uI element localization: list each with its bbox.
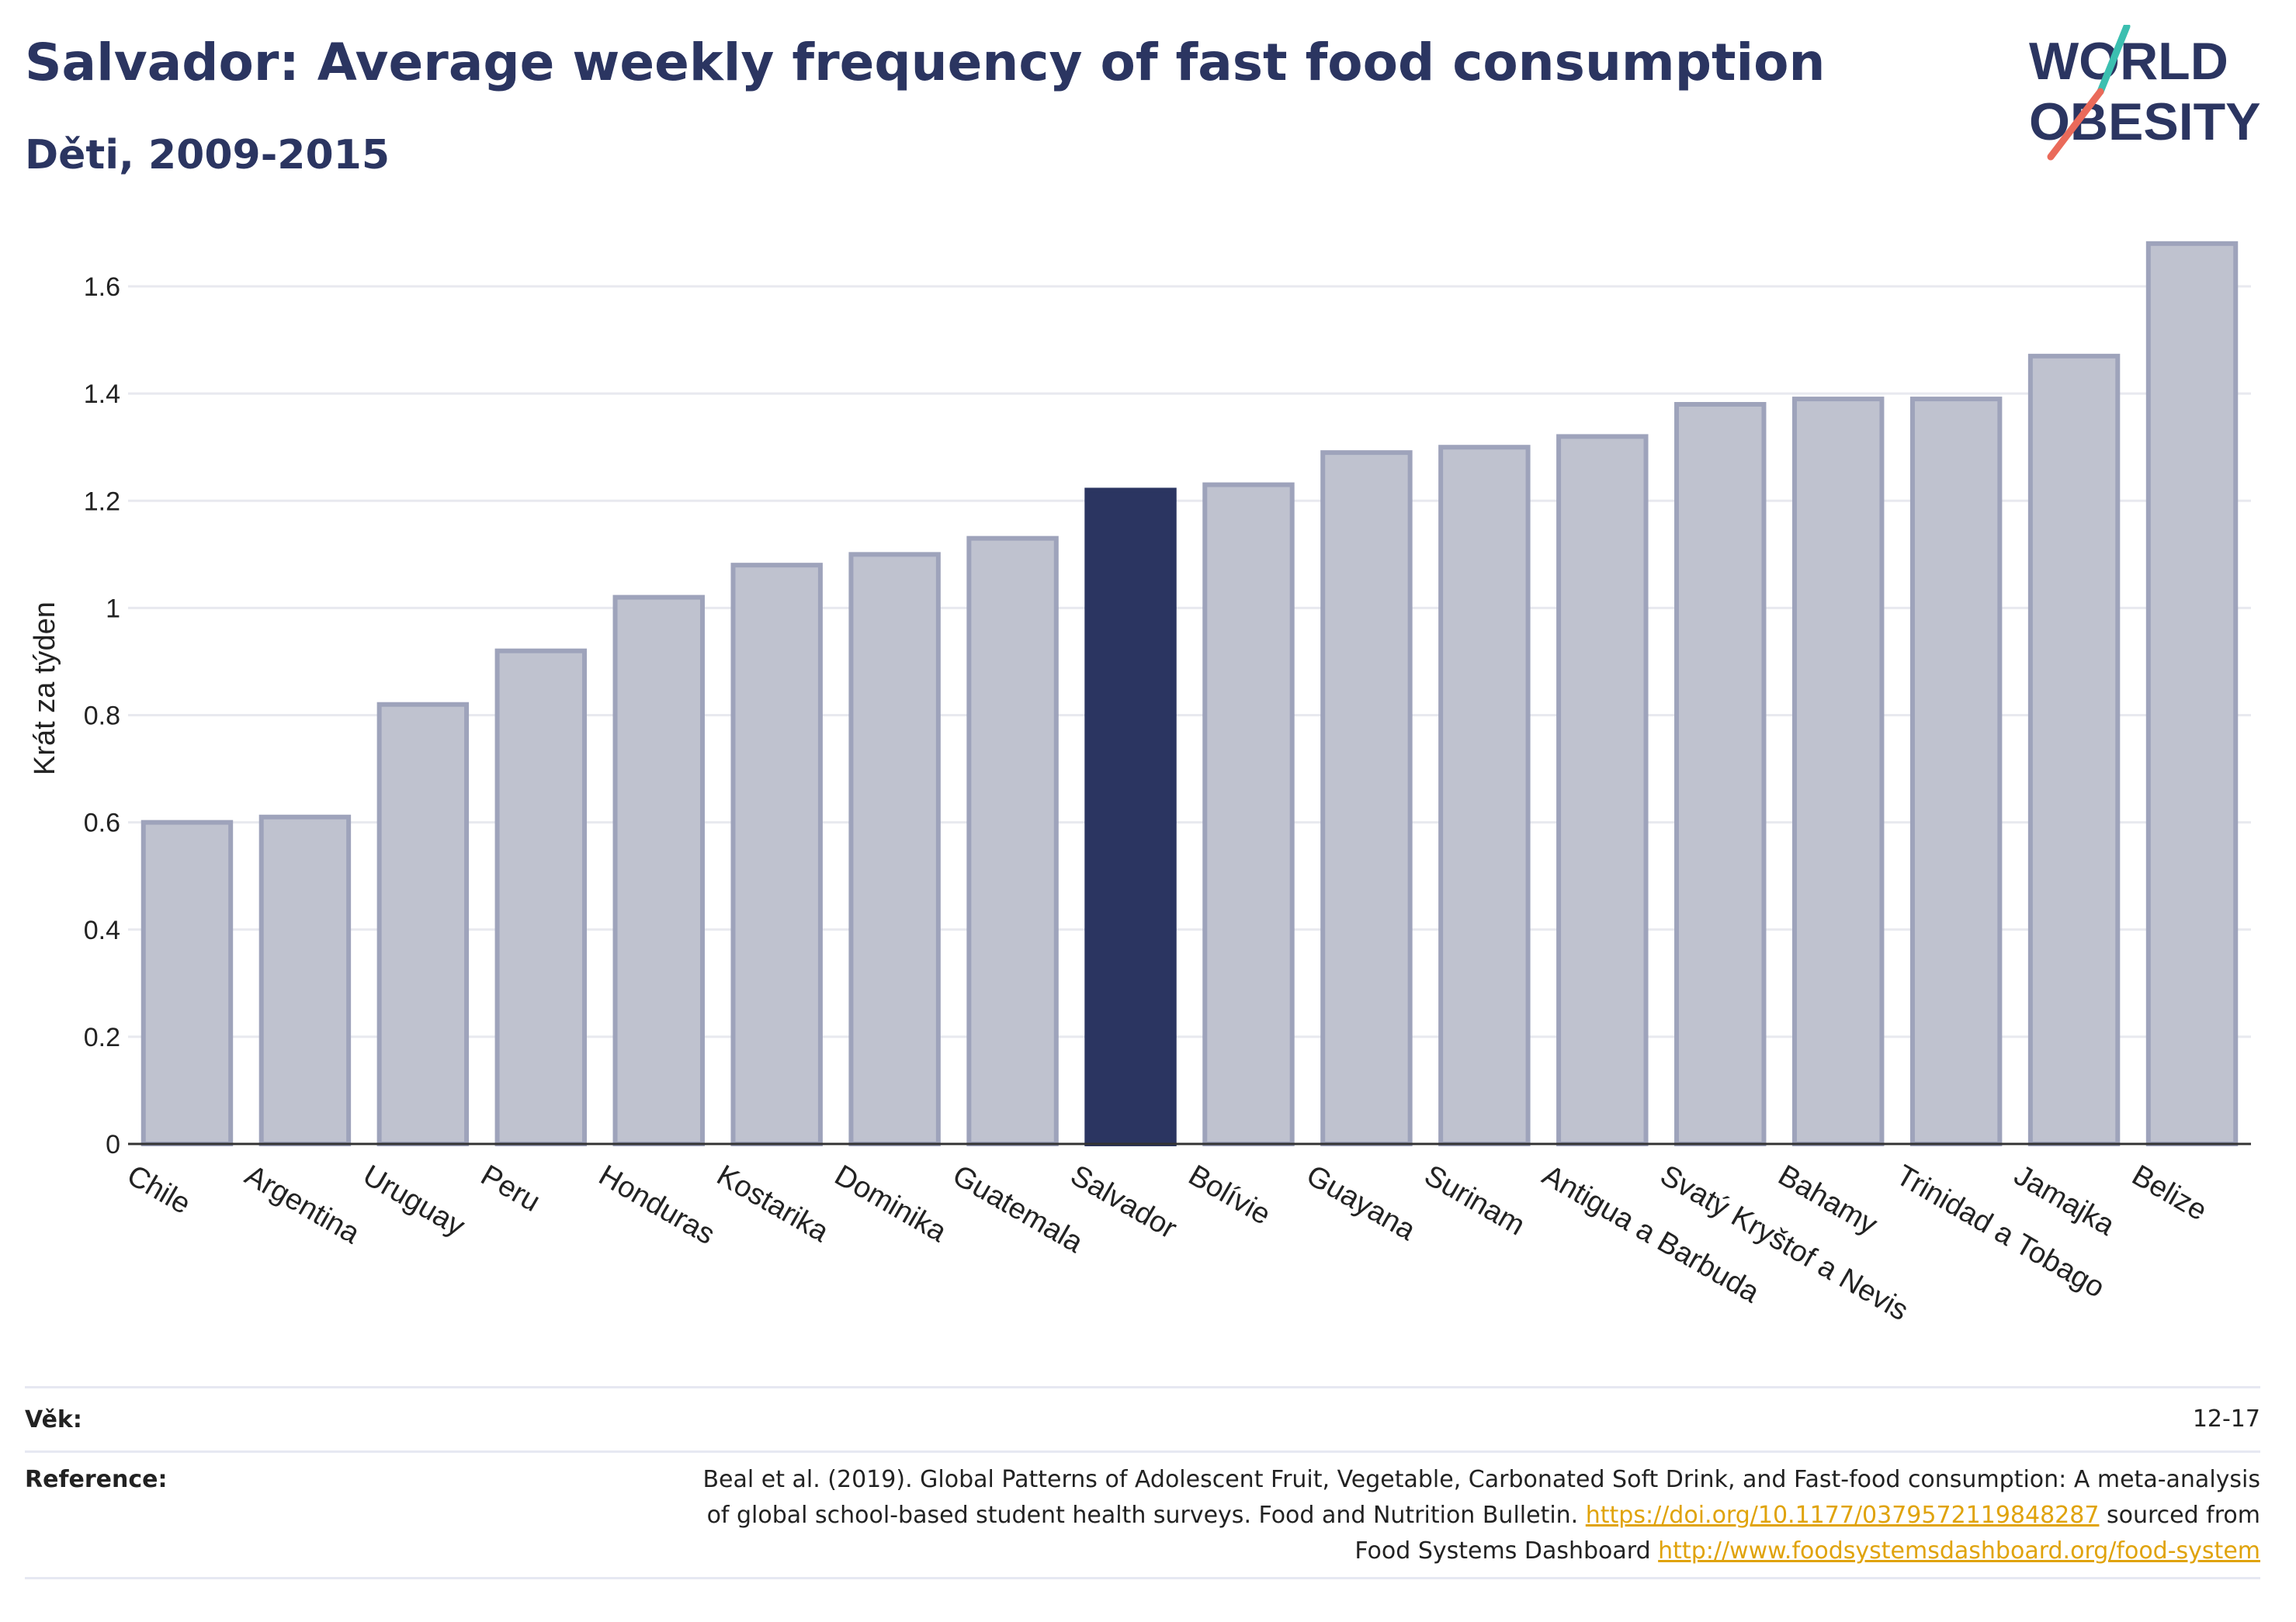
footer-table: Věk: 12-17 Reference: Beal et al. (2019)… xyxy=(25,1386,2260,1579)
reference-line-2: of global school-based student health su… xyxy=(702,1498,2260,1534)
bar xyxy=(2027,353,2121,1147)
age-row: Věk: 12-17 xyxy=(25,1386,2260,1450)
x-tick-label: Argentina xyxy=(239,1159,366,1250)
world-obesity-logo: WORLD OBESITY xyxy=(2029,25,2261,161)
bar xyxy=(494,648,588,1146)
y-tick-label: 0.6 xyxy=(84,809,120,838)
x-tick-label: Trinidad a Tobago xyxy=(1891,1159,2110,1304)
bar xyxy=(2145,241,2239,1146)
x-tick-label: Antigua a Barbuda xyxy=(1537,1159,1765,1309)
y-tick-label: 0.4 xyxy=(84,916,120,945)
bar xyxy=(848,552,941,1146)
bar-chart: 0 0.2 0.4 0.6 0.8 1 1.2 1.4 1.6 Chile ArgentinaUr… xyxy=(29,241,2251,1327)
logo-slash-coral xyxy=(2047,88,2104,161)
dashboard-link[interactable]: http://www.foodsystemsdashboard.org/food… xyxy=(1658,1537,2260,1565)
x-tick-label: Dominika xyxy=(829,1159,952,1249)
bars xyxy=(140,241,2239,1147)
x-tick-label: Honduras xyxy=(593,1159,720,1251)
reference-label: Reference: xyxy=(25,1466,168,1493)
bar xyxy=(1438,445,1531,1146)
x-tick-label: Peru xyxy=(475,1159,546,1218)
reference-text: Beal et al. (2019). Global Patterns of A… xyxy=(702,1462,2260,1569)
x-tick-label: Guayana xyxy=(1301,1159,1421,1247)
bar xyxy=(140,820,234,1147)
y-tick-labels: 0 0.2 0.4 0.6 0.8 1 1.2 1.4 1.6 xyxy=(84,272,120,1159)
y-tick-label: 0.8 xyxy=(84,702,120,731)
bar xyxy=(612,594,705,1146)
y-tick-label: 0 xyxy=(106,1130,120,1159)
x-tick-label: Chile xyxy=(121,1159,196,1221)
logo-line1: WORLD xyxy=(2029,32,2228,91)
age-value: 12-17 xyxy=(2192,1405,2260,1433)
bar xyxy=(1674,401,1767,1146)
chart-subtitle: Děti, 2009-2015 xyxy=(25,132,390,178)
y-tick-label: 1.6 xyxy=(84,272,120,302)
x-tick-label: Belize xyxy=(2127,1159,2213,1227)
grid-lines xyxy=(128,285,2251,1038)
reference-row: Reference: Beal et al. (2019). Global Pa… xyxy=(25,1450,2260,1579)
bar xyxy=(376,702,470,1146)
bar xyxy=(1202,482,1295,1146)
age-label: Věk: xyxy=(25,1405,82,1433)
x-tick-label: Surinam xyxy=(1419,1159,1531,1242)
y-tick-label: 1.4 xyxy=(84,380,120,409)
y-tick-label: 1 xyxy=(106,594,120,623)
reference-line-3: Food Systems Dashboard http://www.foodsy… xyxy=(702,1534,2260,1569)
reference-line-3-text: Food Systems Dashboard xyxy=(1354,1537,1659,1565)
y-tick-label: 0.2 xyxy=(84,1023,120,1052)
x-tick-label: Bolívie xyxy=(1183,1159,1276,1231)
x-tick-label: Uruguay xyxy=(357,1159,470,1242)
reference-line-1: Beal et al. (2019). Global Patterns of A… xyxy=(702,1466,2260,1493)
chart-title: Salvador: Average weekly frequency of fa… xyxy=(25,33,1826,92)
reference-line-2-suffix: sourced from xyxy=(2099,1502,2260,1529)
bar xyxy=(258,814,352,1147)
y-tick-label: 1.2 xyxy=(84,487,120,516)
bar xyxy=(1791,397,1885,1146)
bar xyxy=(1084,487,1177,1146)
bar xyxy=(1909,397,2003,1146)
logo-slash-teal xyxy=(2097,25,2131,95)
bar xyxy=(1320,450,1413,1146)
y-axis-title: Krát za týden xyxy=(29,601,61,775)
doi-link[interactable]: https://doi.org/10.1177/0379572119848287 xyxy=(1585,1502,2100,1529)
bar xyxy=(1556,434,1649,1146)
x-tick-label: Guatemala xyxy=(947,1159,1089,1260)
reference-line-2-text: of global school-based student health su… xyxy=(706,1502,1586,1529)
bar xyxy=(730,563,823,1146)
bar xyxy=(966,535,1059,1146)
x-tick-label: Kostarika xyxy=(711,1159,834,1249)
logo-line2: OBESITY xyxy=(2029,92,2261,151)
